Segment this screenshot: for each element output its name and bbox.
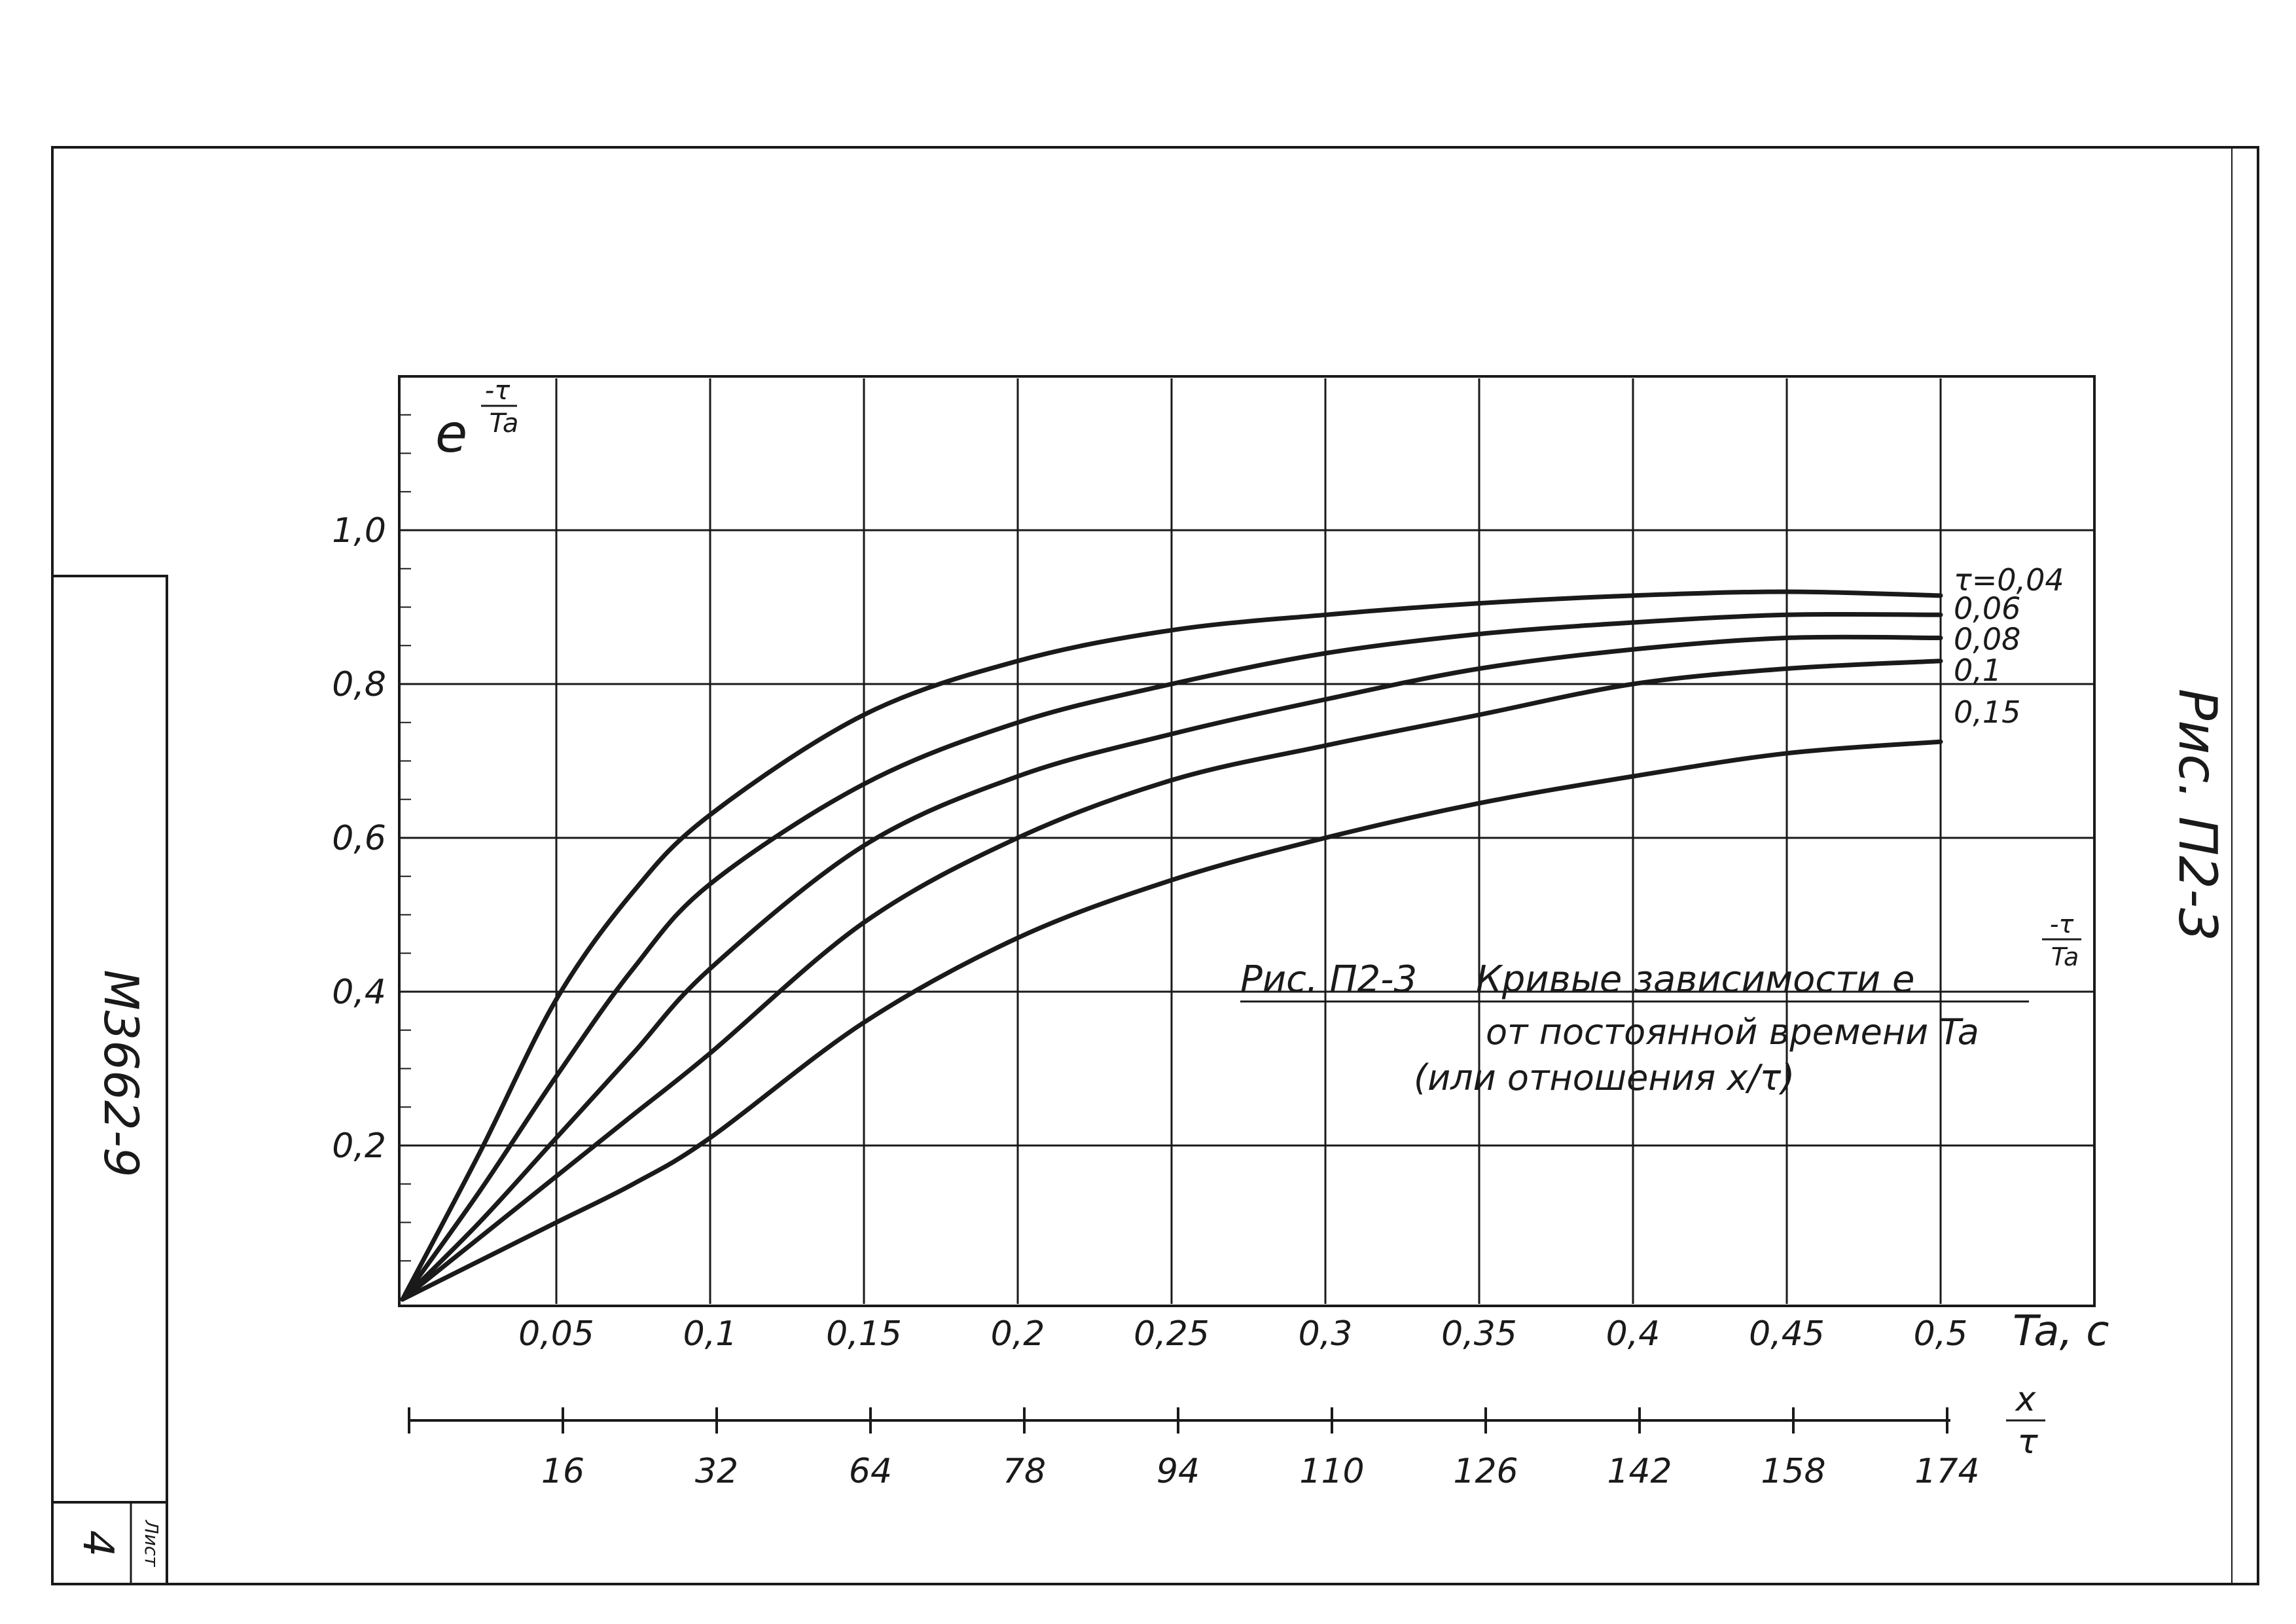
secondary-tick-label: 78 [1003,1452,1046,1491]
curves [400,589,1943,1302]
series-label: 0,08 [1954,622,2020,657]
secondary-tick-label: 64 [849,1452,892,1491]
x-tick-label: 0,05 [518,1314,594,1354]
grid [401,378,2093,1304]
doc-code: М3662-9 [94,969,149,1177]
caption-exp-num: -τ [2050,910,2075,939]
secondary-tick-label: 32 [695,1452,738,1491]
series-line [400,659,1943,1302]
y-tick-label: 0,4 [332,973,386,1012]
side-figure-label: Рис. П2-3 [2167,689,2228,941]
series-label: τ=0,04 [1954,562,2064,598]
y-tick-label: 0,8 [332,665,386,704]
x-tick-label: 0,1 [683,1314,738,1354]
caption-exp-den: Ta [2051,943,2079,971]
secondary-tick-label: 158 [1761,1452,1825,1491]
secondary-tick-label: 16 [541,1452,584,1491]
plot-frame [398,375,2096,1307]
figure-caption: Рис. П2-3 Кривые зависимости e -τ Ta от … [1240,910,2081,1098]
sheet-number: 4 [73,1530,122,1557]
x-tick-labels: 0,05 0,1 0,15 0,2 0,25 0,3 0,35 0,4 0,45 0,5 [518,1314,1967,1354]
x-tick-label: 0,45 [1749,1314,1825,1354]
series-line [400,589,1943,1302]
series-labels: τ=0,040,060,080,1 0,15 [1954,562,2064,730]
sheet-outer-frame [51,146,2259,1585]
title-stamp: М3662-9 4 Лист [51,575,168,1585]
caption-line3: (или отношения x/τ) [1414,1057,1795,1098]
series-label: 0,06 [1954,590,2020,626]
series-line [400,634,1943,1302]
series-line [400,611,1943,1302]
caption-line1: Кривые зависимости e [1476,958,1914,1001]
x-tick-label: 0,35 [1441,1314,1517,1354]
y-axis-label-base: e [435,403,467,464]
secondary-tick-label: 142 [1607,1452,1672,1491]
series-line [400,739,1943,1302]
y-tick-labels: 0,2 0,4 0,6 0,8 1,0 [332,511,386,1166]
x-tick-label: 0,3 [1299,1314,1353,1354]
sheet-label: Лист [141,1520,162,1568]
secondary-axis-label-num: x [2015,1380,2037,1419]
secondary-tick-label: 126 [1453,1452,1518,1491]
series-label: 0,1 [1954,653,2001,688]
y-tick-label: 0,6 [332,819,386,858]
x-tick-label: 0,2 [991,1314,1045,1354]
secondary-tick-label: 110 [1299,1452,1364,1491]
caption-prefix: Рис. П2-3 [1240,958,1417,1001]
y-tick-label: 0,2 [332,1127,386,1166]
stamp-strip [51,575,168,1585]
series-label: 0,15 [1954,695,2020,730]
x-tick-label: 0,15 [826,1314,902,1354]
x-tick-label: 0,5 [1914,1314,1968,1354]
x-tick-label: 0,25 [1134,1314,1210,1354]
chart: τ=0,040,060,080,10,15 0,05 0,1 0,15 0,2 0,25… [332,375,2109,1491]
secondary-tick-label: 94 [1157,1452,1200,1491]
y-tick-label: 1,0 [332,511,386,550]
secondary-tick-label: 174 [1914,1452,1979,1491]
secondary-axis-label-den: τ [2017,1422,2038,1462]
caption-line2: от постоянной времени Ta [1486,1011,1979,1053]
x-tick-label: 0,4 [1606,1314,1660,1354]
x-axis-label: Ta, c [2013,1307,2109,1356]
y-axis-label-exp-num: -τ [485,376,511,406]
secondary-x-axis: x τ 16 32 64 78 94 110 126 142 158 174 [408,1380,2045,1491]
y-axis-label-exp-den: Ta [490,408,519,439]
y-axis-label: e -τ Ta [435,376,518,464]
